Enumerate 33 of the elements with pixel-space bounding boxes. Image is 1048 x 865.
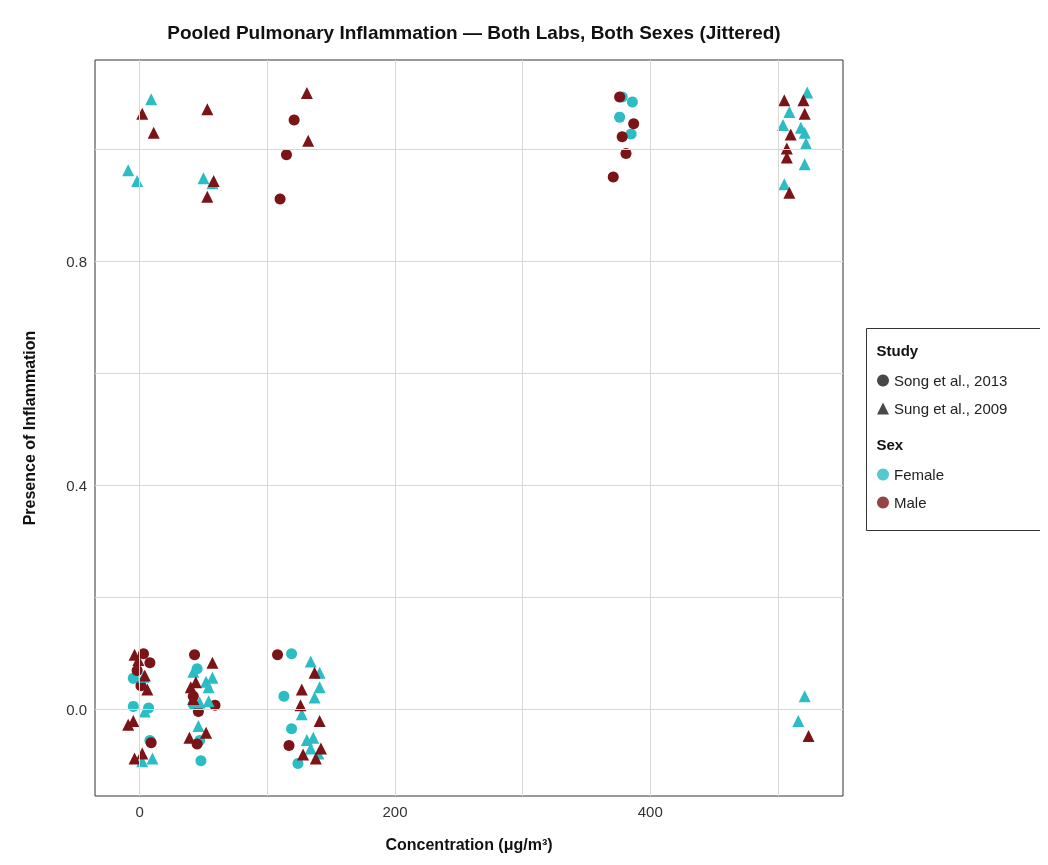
point xyxy=(144,657,156,669)
point xyxy=(614,111,626,123)
text: Sex xyxy=(876,435,904,453)
point xyxy=(607,171,619,183)
point xyxy=(280,149,292,161)
point xyxy=(189,649,201,661)
point xyxy=(288,114,300,126)
x-tick-label: 0 xyxy=(135,803,144,820)
point xyxy=(620,148,632,160)
point xyxy=(127,700,139,712)
y-axis-title: Presence of Inflammation xyxy=(20,330,38,526)
x-tick-label: 200 xyxy=(382,803,408,820)
y-tick-label: 0.4 xyxy=(66,476,87,494)
legend-label: Female xyxy=(894,466,945,483)
text: Song et al., 2013 xyxy=(894,372,1008,389)
point xyxy=(195,755,207,767)
text: Study xyxy=(876,341,919,359)
point xyxy=(278,690,290,702)
point xyxy=(283,740,295,752)
legend-label: Male xyxy=(894,494,927,511)
point xyxy=(286,723,298,735)
x-tick-label: 400 xyxy=(637,803,663,820)
x-axis-title: Concentration (μg/m³) xyxy=(385,835,553,853)
point xyxy=(274,193,286,205)
point xyxy=(272,649,284,661)
point xyxy=(628,118,640,130)
chart-title: Pooled Pulmonary Inflammation — Both Labs, Both Sexes (Jittered) xyxy=(167,22,781,43)
y-tick-label: 0.8 xyxy=(66,252,87,270)
point xyxy=(286,648,298,660)
point xyxy=(616,131,628,143)
y-tick-label: 0.0 xyxy=(66,700,87,718)
point xyxy=(626,96,638,108)
text: Sung et al., 2009 xyxy=(894,400,1008,417)
